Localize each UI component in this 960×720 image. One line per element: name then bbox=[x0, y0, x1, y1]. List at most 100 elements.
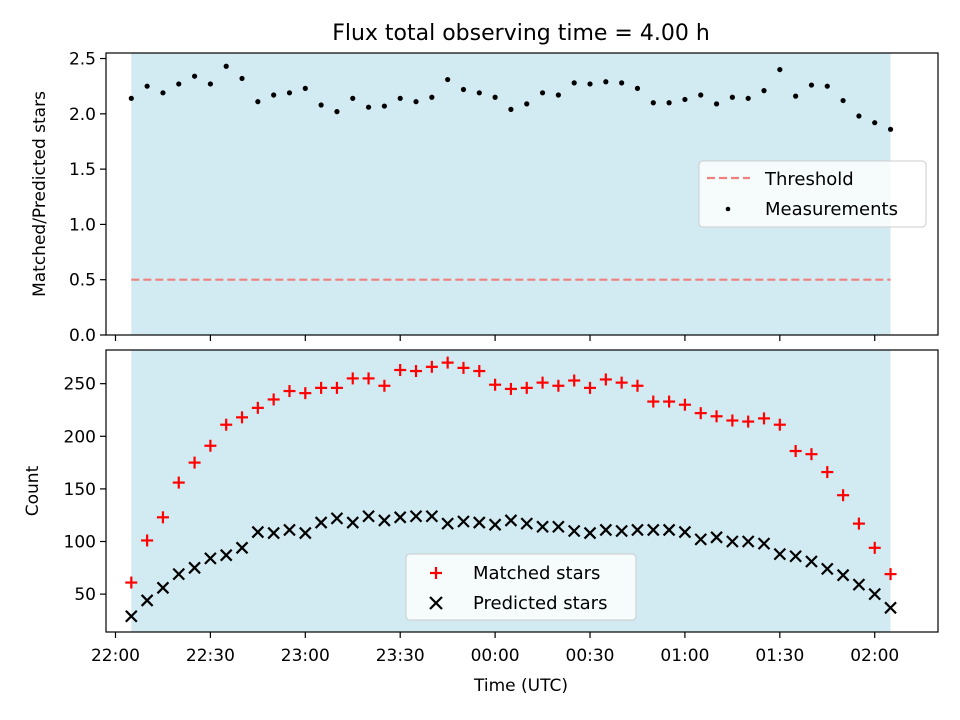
predicted-stars-point bbox=[251, 525, 265, 539]
matched-stars-point bbox=[251, 401, 264, 414]
matched-stars-point bbox=[678, 398, 691, 411]
legend-predicted-swatch bbox=[429, 596, 443, 610]
measurement-point bbox=[713, 101, 720, 107]
matched-stars-point bbox=[584, 381, 597, 394]
matched-stars-points bbox=[125, 356, 897, 589]
measurement-point bbox=[729, 94, 735, 100]
measurement-point bbox=[539, 90, 546, 96]
matched-stars-point bbox=[536, 376, 549, 389]
measurement-point bbox=[824, 83, 830, 89]
matched-stars-point bbox=[172, 476, 185, 489]
matched-stars-point bbox=[220, 418, 233, 431]
measurement-point bbox=[524, 101, 530, 107]
matched-stars-point bbox=[821, 466, 834, 479]
matched-stars-point bbox=[204, 439, 217, 452]
measurement-point bbox=[160, 90, 166, 96]
measurement-point bbox=[128, 95, 134, 101]
matched-stars-point bbox=[457, 361, 470, 374]
predicted-stars-points bbox=[125, 509, 897, 623]
count-y-tick-label: 50 bbox=[74, 585, 96, 605]
count-y-tick-label: 200 bbox=[64, 427, 96, 447]
matched-stars-point bbox=[330, 381, 343, 394]
ratio-y-tick-label: 2.0 bbox=[69, 105, 96, 125]
matched-stars-point bbox=[742, 415, 755, 428]
predicted-stars-point bbox=[805, 555, 818, 568]
predicted-stars-point bbox=[647, 523, 660, 537]
measurement-point bbox=[302, 85, 308, 91]
predicted-stars-point bbox=[741, 535, 755, 548]
count-x-tick-label: 22:00 bbox=[91, 646, 140, 666]
predicted-stars-point bbox=[283, 523, 296, 537]
measurement-point bbox=[745, 95, 751, 101]
matched-stars-point bbox=[125, 576, 138, 589]
predicted-stars-point bbox=[710, 531, 723, 544]
predicted-stars-point bbox=[662, 523, 676, 537]
predicted-stars-point bbox=[346, 516, 360, 529]
matched-stars-point bbox=[837, 489, 850, 502]
matched-stars-point bbox=[315, 381, 328, 394]
matched-stars-point bbox=[362, 372, 375, 385]
measurement-point bbox=[397, 95, 403, 101]
predicted-stars-point bbox=[267, 526, 280, 540]
predicted-stars-point bbox=[125, 609, 138, 623]
measurement-point bbox=[650, 100, 656, 106]
matched-stars-point bbox=[773, 418, 786, 431]
matched-stars-point bbox=[615, 376, 628, 389]
matched-stars-point bbox=[758, 412, 771, 425]
matched-stars-point bbox=[473, 365, 486, 378]
predicted-stars-point bbox=[393, 511, 407, 524]
matched-stars-point bbox=[378, 379, 391, 392]
matched-stars-point bbox=[647, 395, 660, 408]
ratio-legend-box bbox=[698, 160, 927, 228]
predicted-stars-point bbox=[726, 535, 739, 548]
legend-measurement-swatch bbox=[725, 206, 731, 212]
predicted-stars-point bbox=[552, 520, 565, 534]
chart-title: Flux total observing time = 4.00 h bbox=[332, 21, 710, 46]
predicted-stars-point bbox=[299, 526, 312, 540]
predicted-stars-point bbox=[235, 541, 249, 555]
predicted-stars-point bbox=[520, 517, 534, 530]
legend-matched-swatch bbox=[430, 567, 442, 579]
measurement-point bbox=[603, 79, 609, 85]
measurement-point bbox=[191, 73, 198, 79]
legend-matched-label: Matched stars bbox=[473, 563, 600, 584]
measurement-point bbox=[682, 96, 688, 103]
predicted-stars-point bbox=[219, 548, 233, 562]
matched-stars-point bbox=[299, 387, 312, 400]
matched-stars-point bbox=[504, 382, 517, 395]
ratio-y-axis-label: Matched/Predicted stars bbox=[30, 91, 50, 297]
measurement-point bbox=[793, 93, 799, 99]
matched-stars-point bbox=[520, 381, 533, 394]
measurement-point bbox=[492, 94, 498, 100]
predicted-stars-point bbox=[757, 537, 771, 550]
predicted-stars-point bbox=[156, 581, 170, 595]
matched-stars-point bbox=[489, 378, 502, 391]
matched-stars-point bbox=[710, 410, 723, 423]
predicted-stars-point bbox=[314, 516, 328, 529]
measurement-point bbox=[365, 104, 372, 110]
measurement-point bbox=[413, 99, 419, 105]
matched-stars-point bbox=[868, 541, 881, 554]
x-axis-label: Time (UTC) bbox=[473, 676, 568, 696]
measurement-point bbox=[318, 102, 324, 108]
predicted-stars-point bbox=[409, 509, 423, 523]
measurement-point bbox=[144, 83, 150, 89]
matched-stars-point bbox=[394, 363, 407, 376]
count-x-tick-label: 01:30 bbox=[755, 646, 804, 666]
measurement-point bbox=[286, 90, 293, 96]
matched-stars-point bbox=[425, 360, 438, 373]
ratio-y-tick-label: 1.0 bbox=[69, 215, 96, 235]
count-x-tick-label: 22:30 bbox=[186, 646, 235, 666]
ratio-y-tick-label: 0.5 bbox=[69, 271, 96, 291]
count-y-tick-label: 150 bbox=[64, 480, 96, 500]
measurement-point bbox=[634, 85, 641, 91]
predicted-stars-point bbox=[457, 515, 470, 528]
ratio-legend: Threshold Measurements bbox=[698, 160, 927, 228]
measurement-point bbox=[334, 109, 340, 115]
measurement-point bbox=[508, 106, 514, 112]
measurement-point bbox=[887, 126, 894, 132]
predicted-stars-point bbox=[583, 526, 597, 540]
measurement-point bbox=[761, 88, 767, 94]
predicted-stars-point bbox=[631, 523, 644, 537]
